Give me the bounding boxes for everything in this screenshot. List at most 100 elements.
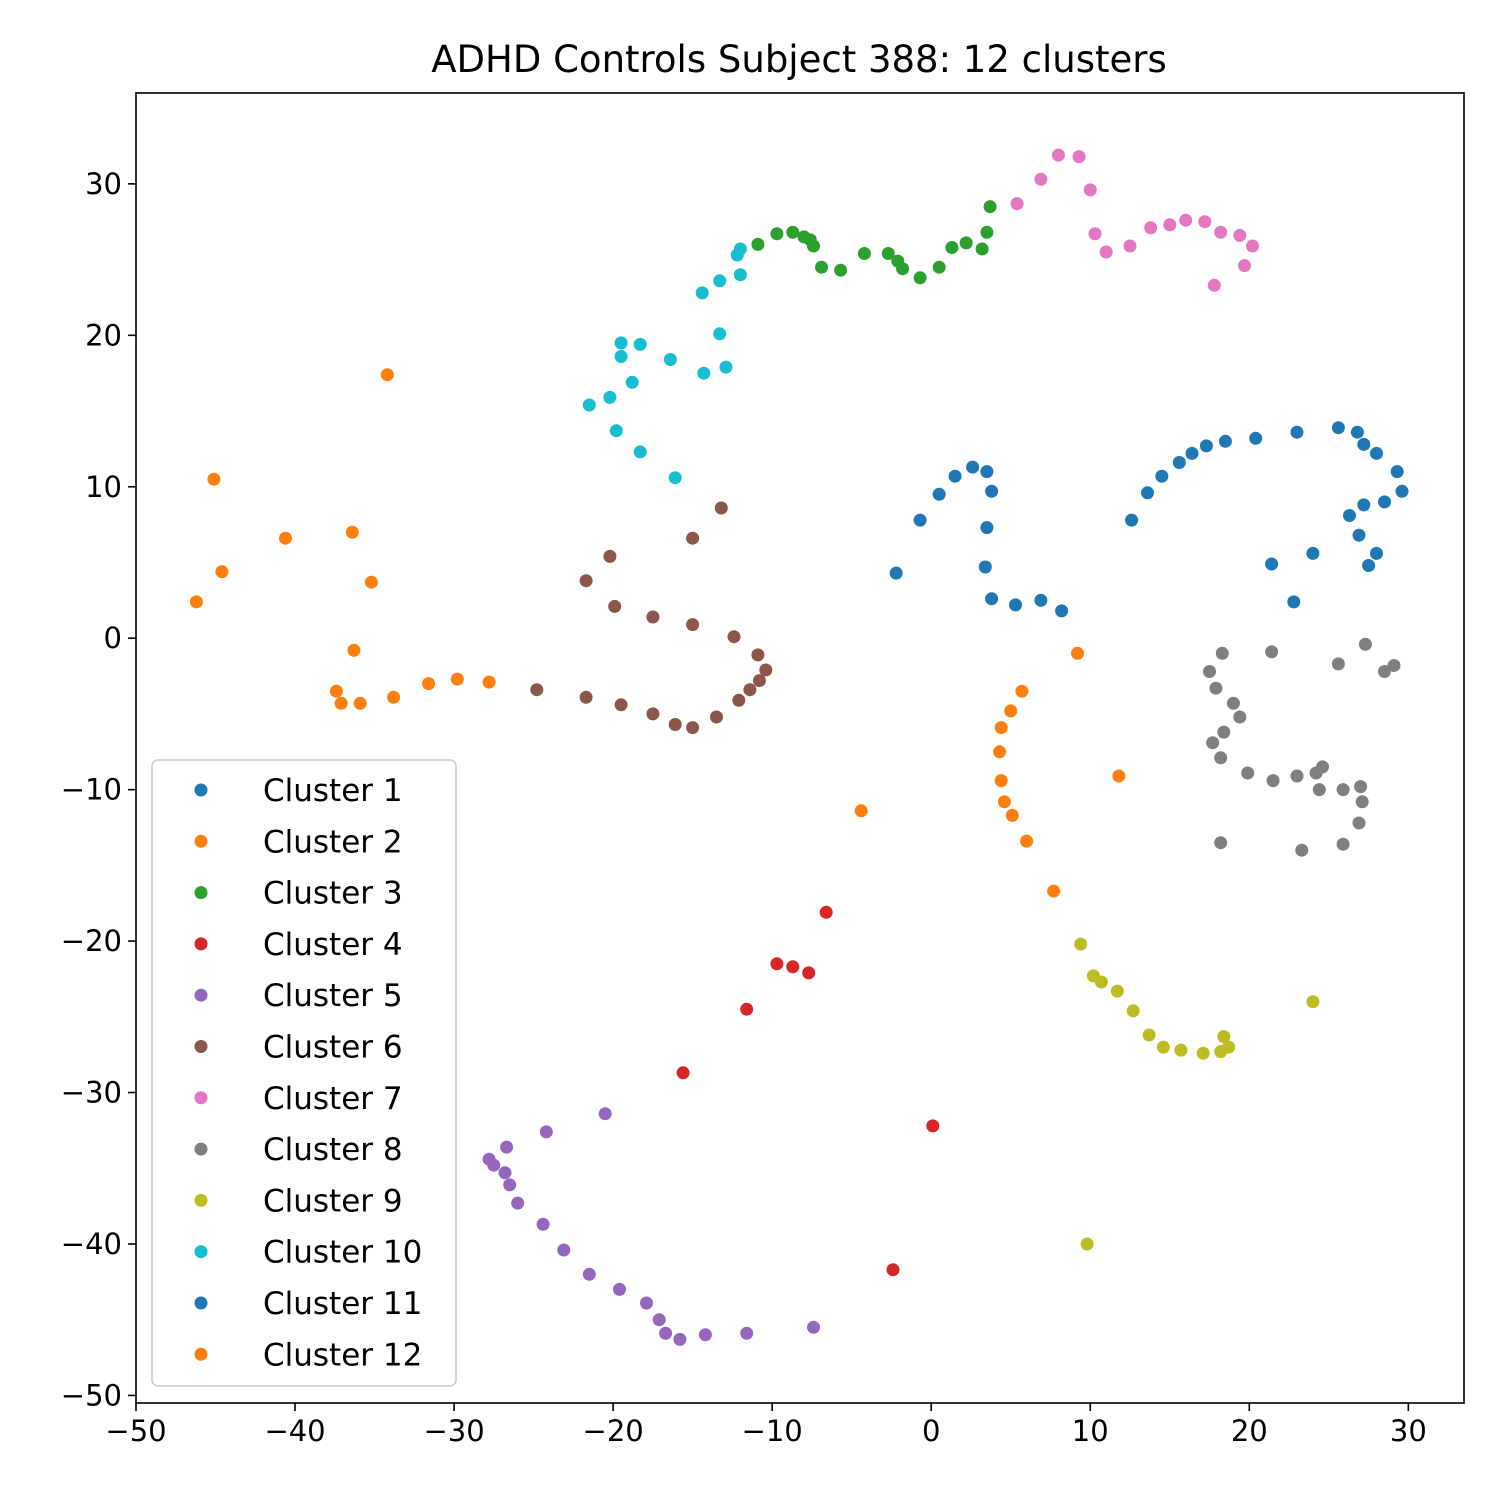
- point-cluster-6-8: [727, 630, 741, 644]
- point-cluster-10-13: [625, 375, 639, 389]
- point-cluster-11-2: [1141, 486, 1154, 500]
- point-cluster-7-14: [1233, 228, 1247, 242]
- point-cluster-8-5: [1387, 659, 1401, 672]
- series-cluster-4: [676, 905, 940, 1277]
- point-cluster-4-4: [802, 966, 816, 980]
- point-cluster-6-18: [614, 698, 628, 712]
- point-cluster-7-3: [1034, 172, 1048, 186]
- point-cluster-8-12: [1206, 736, 1220, 750]
- point-cluster-6-5: [608, 599, 622, 613]
- point-cluster-12-7: [189, 595, 203, 609]
- point-cluster-2-12: [854, 804, 868, 818]
- point-cluster-7-13: [1214, 225, 1228, 239]
- point-cluster-3-10: [881, 247, 895, 260]
- point-cluster-9-13: [1306, 995, 1320, 1009]
- data-points: [189, 148, 1409, 1346]
- point-cluster-3-14: [932, 260, 946, 274]
- legend-label-cluster-1: Cluster 1: [263, 773, 403, 809]
- legend-label-cluster-9: Cluster 9: [263, 1183, 403, 1219]
- point-cluster-10-18: [668, 471, 682, 485]
- x-axis: −50 −40 −30 −20 −10 0 10 20 30: [105, 1403, 1427, 1448]
- point-cluster-6-12: [743, 683, 757, 697]
- y-tick-label: 10: [85, 470, 122, 504]
- point-cluster-11-10: [1331, 421, 1345, 435]
- point-cluster-8-4: [1358, 637, 1372, 651]
- point-cluster-9-9: [1196, 1046, 1210, 1060]
- point-cluster-4-7: [926, 1119, 940, 1133]
- series-cluster-2: [854, 646, 1126, 898]
- point-cluster-10-11: [614, 336, 628, 350]
- legend-label-cluster-7: Cluster 7: [263, 1081, 403, 1117]
- point-cluster-8-14: [1241, 766, 1255, 780]
- point-cluster-12-3: [279, 531, 292, 545]
- point-cluster-3-3: [786, 225, 800, 239]
- point-cluster-9-11: [1222, 1040, 1236, 1054]
- series-cluster-7: [1010, 148, 1259, 292]
- point-cluster-8-23: [1352, 816, 1366, 830]
- point-cluster-11-12: [1357, 437, 1371, 451]
- x-tick-label: 10: [1072, 1414, 1109, 1448]
- point-cluster-3-2: [770, 227, 784, 241]
- point-cluster-9-4: [1110, 984, 1124, 998]
- point-cluster-3-13: [913, 271, 927, 285]
- point-cluster-11-23: [1265, 557, 1279, 571]
- point-cluster-8-13: [1214, 751, 1228, 765]
- legend-label-cluster-11: Cluster 11: [263, 1286, 422, 1322]
- point-cluster-5-3: [498, 1166, 512, 1180]
- point-cluster-7-10: [1163, 218, 1177, 232]
- legend-marker-cluster-8: [194, 1142, 208, 1156]
- point-cluster-11-1: [1125, 513, 1139, 527]
- point-cluster-10-15: [603, 390, 617, 404]
- plot-frame: [135, 92, 1465, 1404]
- series-cluster-3: [751, 200, 997, 285]
- point-cluster-12-11: [353, 696, 367, 710]
- legend-marker-cluster-12: [194, 1347, 208, 1361]
- point-cluster-8-26: [1336, 837, 1350, 851]
- point-cluster-6-19: [579, 690, 593, 704]
- point-cluster-6-3: [603, 549, 617, 563]
- point-cluster-5-17: [698, 1328, 712, 1342]
- point-cluster-8-18: [1316, 760, 1329, 774]
- point-cluster-11-20: [1370, 546, 1383, 560]
- point-cluster-4-3: [786, 960, 800, 974]
- legend-label-cluster-12: Cluster 12: [263, 1337, 422, 1373]
- y-tick-label: 20: [85, 318, 122, 352]
- point-cluster-7-6: [1088, 227, 1102, 241]
- point-cluster-8-15: [1266, 774, 1280, 788]
- point-cluster-3-8: [834, 263, 848, 277]
- point-cluster-11-16: [1378, 495, 1391, 509]
- legend: Cluster 1 Cluster 2 Cluster 3 Cluster 4 Clus…: [151, 759, 457, 1387]
- point-cluster-5-15: [659, 1326, 673, 1340]
- point-cluster-4-5: [740, 1002, 754, 1016]
- point-cluster-8-1: [1215, 646, 1229, 660]
- point-cluster-3-12: [896, 262, 910, 276]
- point-cluster-1-8: [980, 521, 994, 535]
- point-cluster-5-10: [557, 1243, 571, 1257]
- point-cluster-2-9: [1020, 834, 1034, 848]
- point-cluster-10-10: [633, 337, 647, 351]
- point-cluster-4-6: [676, 1066, 690, 1080]
- point-cluster-7-5: [1010, 197, 1024, 211]
- point-cluster-9-1: [1074, 937, 1088, 951]
- point-cluster-8-22: [1355, 795, 1369, 809]
- legend-marker-cluster-11: [194, 1296, 208, 1310]
- point-cluster-1-1: [889, 566, 903, 580]
- y-axis: −50 −40 −30 −20 −10 0 10 20 30: [61, 167, 136, 1412]
- y-tick-label: 0: [104, 621, 122, 655]
- point-cluster-11-11: [1350, 425, 1364, 439]
- point-cluster-1-4: [948, 469, 962, 483]
- point-cluster-3-17: [975, 242, 989, 256]
- legend-frame: [151, 759, 457, 1387]
- point-cluster-10-6: [713, 327, 727, 341]
- point-cluster-11-14: [1390, 465, 1404, 479]
- legend-label-cluster-10: Cluster 10: [263, 1235, 422, 1271]
- point-cluster-4-8: [886, 1263, 900, 1277]
- series-cluster-6: [530, 501, 773, 735]
- point-cluster-6-13: [732, 693, 746, 707]
- x-tick-label: −40: [264, 1414, 325, 1448]
- point-cluster-2-3: [1004, 704, 1018, 718]
- point-cluster-8-19: [1312, 783, 1326, 797]
- point-cluster-11-22: [1306, 546, 1320, 560]
- point-cluster-6-7: [686, 618, 700, 632]
